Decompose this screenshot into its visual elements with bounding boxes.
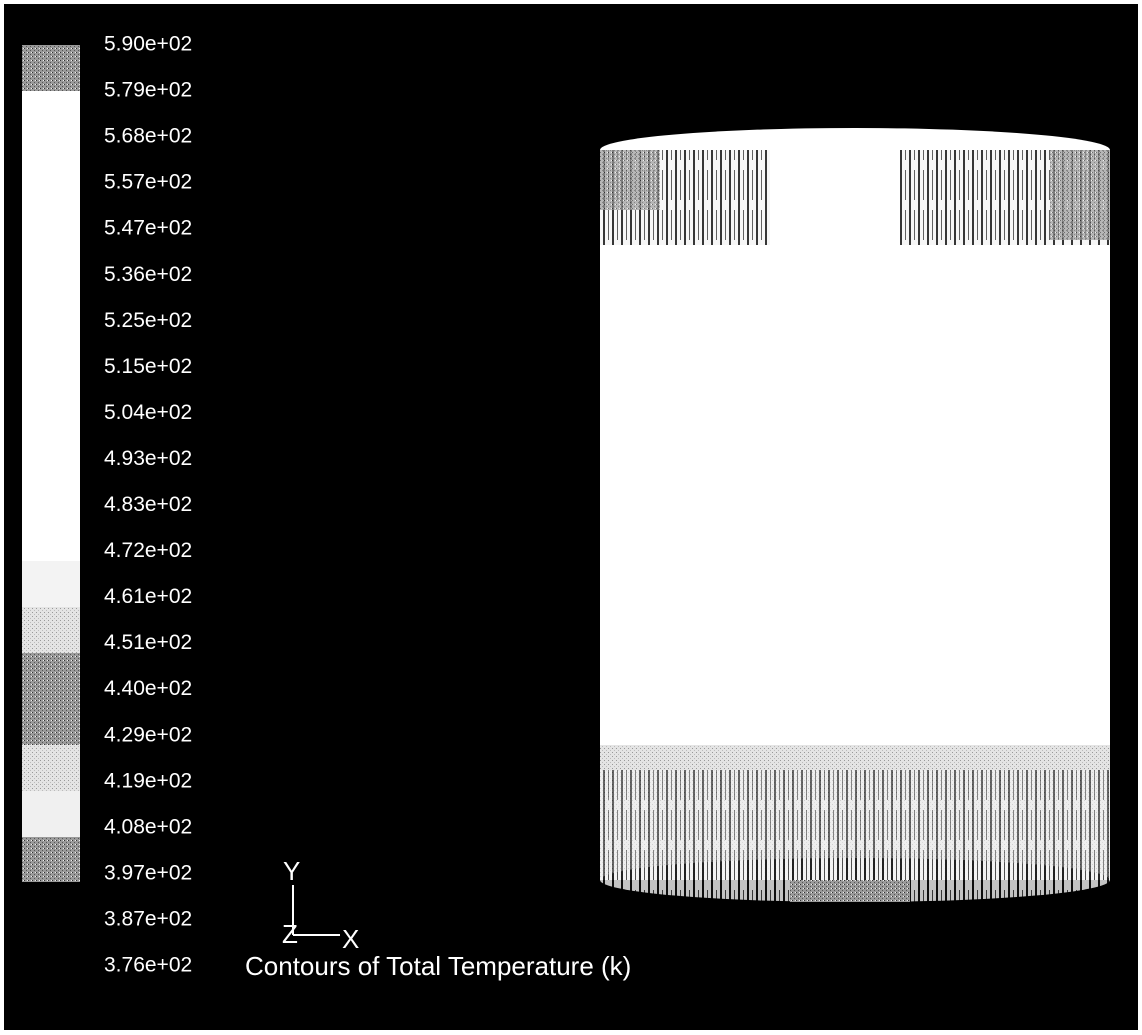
colorbar-label: 4.61e+02 — [104, 585, 192, 608]
colorbar-label: 4.29e+02 — [104, 723, 192, 746]
colorbar-label: 4.51e+02 — [104, 631, 192, 654]
colorbar-label: 4.72e+02 — [104, 539, 192, 562]
plot-title: Contours of Total Temperature (k) — [245, 951, 631, 981]
colorbar-label: 3.87e+02 — [104, 907, 192, 930]
colorbar-label: 5.47e+02 — [104, 217, 192, 240]
colorbar-label: 3.76e+02 — [104, 954, 192, 977]
colorbar-label: 5.15e+02 — [104, 355, 192, 378]
colorbar-label: 4.83e+02 — [104, 493, 192, 516]
axis-label: X — [342, 924, 359, 954]
axis-label: Y — [283, 856, 300, 886]
colorbar-label: 3.97e+02 — [104, 861, 192, 884]
axis-label: Z — [282, 919, 298, 949]
colorbar-label: 5.04e+02 — [104, 401, 192, 424]
colorbar-label: 5.68e+02 — [104, 125, 192, 148]
colorbar — [22, 45, 80, 882]
colorbar-label: 5.25e+02 — [104, 309, 192, 332]
colorbar-label: 5.57e+02 — [104, 171, 192, 194]
colorbar-label: 4.40e+02 — [104, 677, 192, 700]
axis-triad — [292, 885, 340, 936]
colorbar-label: 4.19e+02 — [104, 769, 192, 792]
colorbar-label: 5.90e+02 — [104, 33, 192, 56]
colorbar-label: 5.79e+02 — [104, 79, 192, 102]
colorbar-label: 5.36e+02 — [104, 263, 192, 286]
cylinder — [600, 128, 1110, 902]
colorbar-label: 4.08e+02 — [104, 815, 192, 838]
colorbar-label: 4.93e+02 — [104, 447, 192, 470]
